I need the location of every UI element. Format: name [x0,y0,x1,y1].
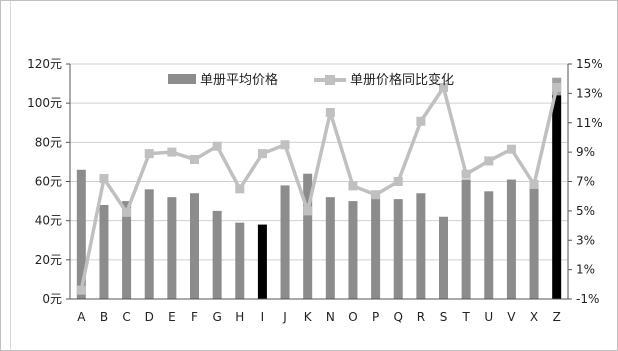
line-point [167,147,177,157]
x-tick-label: H [235,310,244,324]
bar [190,193,199,299]
line-point [506,144,516,154]
line-point [552,83,562,92]
line-point [461,169,471,179]
line-series [76,83,562,295]
y-right-tick-label: 15% [576,57,603,71]
y-right-tick-label: -1% [576,292,599,306]
bar [257,224,267,299]
x-tick-label: E [168,310,176,324]
bar [235,222,245,299]
bar-series [76,77,562,299]
bar [529,183,539,299]
legend-line-marker [325,75,335,85]
y-right-tick-label: 3% [576,233,595,247]
bar [76,169,86,299]
line-point [303,206,313,216]
bar [325,197,335,299]
bar [461,179,471,299]
x-tick-label: X [530,310,538,324]
legend: 单册平均价格 单册价格同比变化 [168,72,454,88]
line-point [416,116,426,126]
x-tick-label: C [122,310,130,324]
bar [212,210,222,299]
bar [439,216,448,299]
x-tick-label: S [440,310,448,324]
line-point [371,190,381,200]
bar [280,185,290,299]
bar [167,197,177,299]
line-point [348,181,358,191]
x-tick-label: I [261,310,265,324]
y-right-tick-label: 5% [576,204,595,218]
line-point [280,140,290,150]
bar [416,193,426,299]
x-tick-label: D [145,310,154,324]
axes: 0元 20元 40元 60元 80元 100元 120元 -1% 1% 3% 5% 7% 9% 11% 13… [27,57,603,324]
bar [393,199,403,299]
bar [99,205,109,299]
x-tick-label: R [417,310,425,324]
y-left-tick-label: 100元 [27,96,62,110]
line-point [190,154,199,164]
x-tick-label: J [282,310,287,324]
y-left-tick-label: 20元 [35,253,62,267]
line-point [257,149,267,159]
line-point [325,107,335,117]
x-tick-label: N [326,310,335,324]
line-point [439,83,448,92]
line-point [212,141,222,151]
x-tick-label: P [372,310,379,324]
y-left-tick-label: 40元 [35,214,62,228]
x-tick-label: U [484,310,493,324]
bar [484,191,494,299]
bar [122,201,132,299]
x-tick-label: Z [553,310,561,324]
bar [552,95,562,299]
x-tick-label: G [212,310,221,324]
line-series-path [79,85,559,291]
line-point [99,174,109,184]
y-right-tick-label: 7% [576,175,595,189]
x-tick-label: T [461,310,470,324]
y-right-tick-label: 13% [576,86,603,100]
y-left-tick-label: 60元 [35,175,62,189]
y-right-tick-label: 11% [576,116,603,130]
line-point [393,177,403,186]
x-tick-label: Q [394,310,403,324]
bar [371,195,381,299]
y-left-tick-label: 120元 [27,57,62,71]
bar [303,173,313,299]
bar [144,189,154,299]
x-tick-label: B [100,310,108,324]
line-point [529,179,539,189]
bar [506,179,516,299]
x-tick-label: K [304,310,313,324]
legend-line-label: 单册价格同比变化 [350,72,454,88]
x-tick-label: O [348,310,357,324]
line-point [235,184,245,194]
legend-bar-label: 单册平均价格 [200,72,278,88]
y-right-tick-label: 9% [576,145,595,159]
x-tick-label: A [77,310,86,324]
bar [348,201,358,299]
legend-bar-swatch [168,74,196,84]
y-left-tick-label: 80元 [35,135,62,149]
x-tick-label: F [191,310,198,324]
y-right-tick-label: 1% [576,263,595,277]
y-left-tick-label: 0元 [42,292,62,306]
line-point [484,156,494,166]
line-point [122,207,132,217]
line-point [76,285,86,295]
line-point [144,149,154,159]
x-tick-label: V [507,310,516,324]
